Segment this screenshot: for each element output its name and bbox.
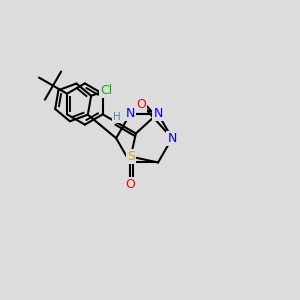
Text: N: N	[167, 132, 177, 145]
Text: Cl: Cl	[100, 84, 112, 97]
Text: S: S	[127, 150, 135, 163]
Text: H: H	[113, 112, 121, 122]
Text: O: O	[136, 98, 146, 111]
Text: N: N	[125, 107, 135, 121]
Text: O: O	[125, 178, 135, 191]
Text: N: N	[153, 107, 163, 121]
